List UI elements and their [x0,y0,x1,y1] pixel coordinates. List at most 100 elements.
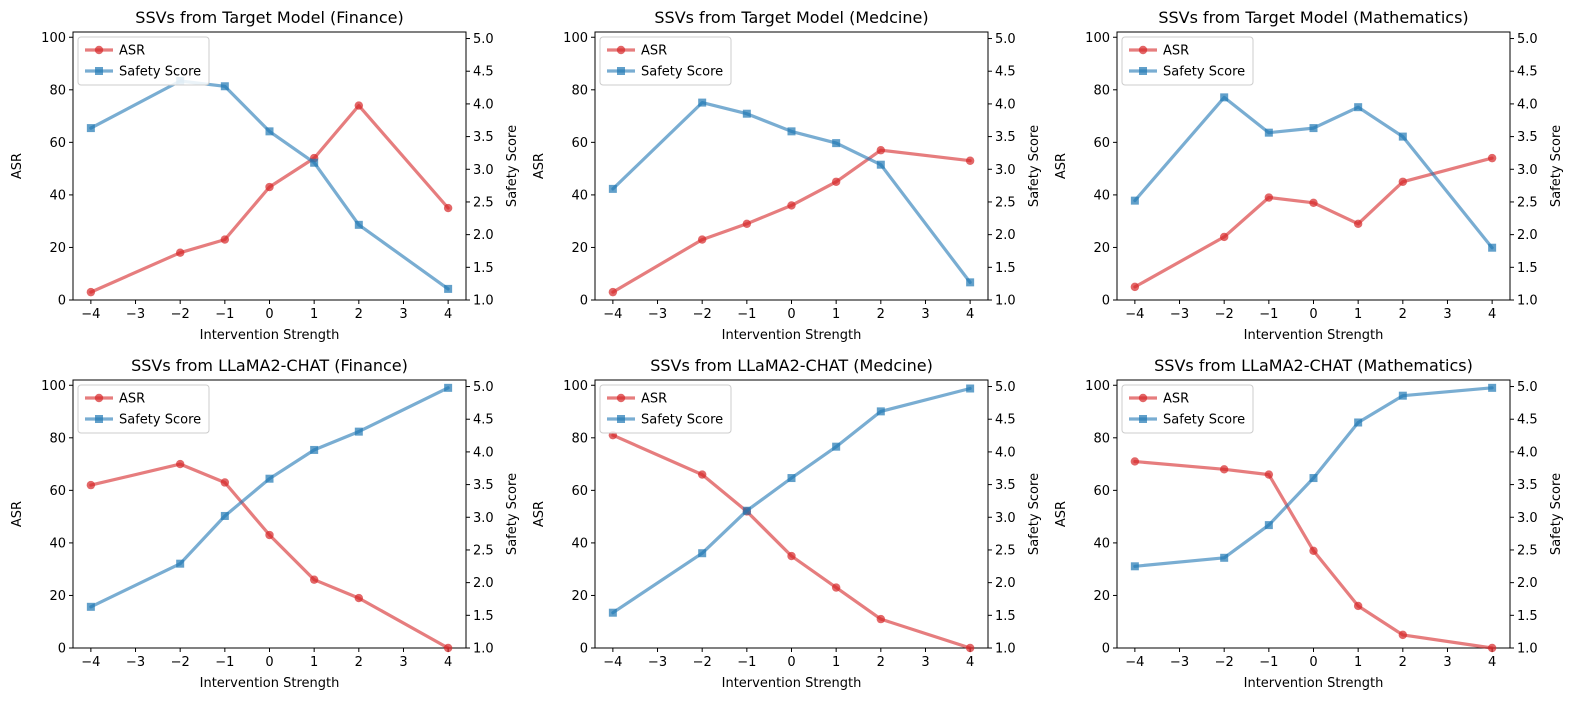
x-tick-label: −3 [126,655,145,670]
x-tick-label: −1 [737,655,756,670]
y-tick-label: 100 [1085,379,1110,394]
y-tick-label: 20 [1093,241,1110,256]
safety-score-point [354,220,363,229]
x-tick-label: 0 [265,655,273,670]
safety-score-point [742,506,751,515]
legend-marker-square [95,67,103,75]
legend: ASR Safety Score [599,36,732,86]
asr-point [1219,232,1229,242]
safety-score-point [966,278,975,287]
safety-score-point [354,427,363,436]
chart-title: SSVs from LLaMA2-CHAT (Finance) [131,356,408,375]
y2-tick-label: 3.5 [995,130,1016,145]
x-tick-label: 0 [787,655,795,670]
x-axis-label: Intervention Strength [1244,328,1384,343]
x-tick-label: 4 [444,655,452,670]
chart-panel-4: SSVs from LLaMA2-CHAT (Finance) −4 −3 −2 −1 0… [10,356,520,691]
x-axis-label: Intervention Strength [722,328,862,343]
x-tick-label: 2 [355,655,363,670]
y-tick-label: 0 [58,642,66,657]
y-tick-label: 20 [571,589,588,604]
asr-point [876,614,886,624]
x-tick-label: 4 [966,655,974,670]
x-axis-label: Intervention Strength [1244,676,1384,691]
y-tick-label: 20 [571,241,588,256]
asr-point [443,643,453,653]
y2-tick-label: 3.0 [995,163,1016,178]
y2-tick-label: 1.5 [1517,261,1538,276]
y2-tick-label: 4.5 [1517,413,1538,428]
y2-tick-label: 5.0 [1517,32,1538,47]
y2-tick-label: 2.5 [473,543,494,558]
asr-point [697,470,707,479]
y2-tick-label: 2.0 [473,228,494,243]
legend-marker-square [617,67,625,75]
y2-tick-label: 4.5 [995,65,1016,80]
y2-tick-label: 1.5 [1517,609,1538,624]
safety-score-point [1354,103,1363,112]
y2-tick-label: 2.0 [473,576,494,591]
y-tick-label: 40 [49,536,66,551]
asr-point [1353,219,1363,229]
safety-score-point [787,474,796,483]
y-tick-label: 0 [580,294,588,309]
x-tick-label: 1 [1354,307,1362,322]
y2-axis-label: Safety Score [1027,473,1042,555]
safety-score-point [444,284,453,293]
chart-panel-2: SSVs from Target Model (Medcine) −4 −3 −2 −1… [532,8,1042,343]
y2-tick-label: 2.0 [995,576,1016,591]
x-tick-label: 3 [399,655,407,670]
legend-marker-circle [1138,45,1148,55]
y2-tick-label: 3.5 [473,478,494,493]
asr-point [1264,193,1274,202]
asr-point [608,287,618,297]
x-tick-label: 2 [355,307,363,322]
y-axis-label: ASR [532,501,547,527]
y2-tick-label: 2.5 [473,195,494,210]
y-tick-label: 80 [571,83,588,98]
asr-point [86,287,96,297]
x-tick-label: 4 [444,307,452,322]
x-tick-label: 3 [1443,655,1451,670]
x-tick-label: 0 [265,307,273,322]
asr-point [742,219,752,229]
safety-score-point [742,109,751,118]
y2-tick-label: 3.0 [473,511,494,526]
y2-tick-label: 5.0 [1517,380,1538,395]
asr-line [89,462,450,650]
safety-score-point [1264,521,1273,530]
y2-tick-label: 4.0 [473,445,494,460]
asr-point [265,182,274,192]
asr-point [697,235,707,244]
asr-point [1130,282,1140,292]
x-tick-label: −4 [603,307,622,322]
asr-point [86,480,96,490]
safety-score-point [1488,243,1497,252]
y2-tick-label: 4.0 [1517,445,1538,460]
asr-point [354,593,364,603]
legend: ASR Safety Score [77,384,210,434]
x-tick-label: 1 [832,307,840,322]
y2-tick-label: 3.0 [1517,511,1538,526]
safety-score-point [220,511,229,520]
legend-marker-square [617,415,625,423]
x-tick-label: 0 [1309,655,1317,670]
legend-marker-circle [616,45,626,55]
asr-line [1133,156,1494,289]
asr-point [220,478,230,487]
x-tick-label: −2 [693,307,712,322]
legend-label: Safety Score [641,413,723,428]
x-tick-label: −4 [1125,307,1144,322]
x-tick-label: −4 [603,655,622,670]
y2-tick-label: 3.0 [473,163,494,178]
asr-line [611,148,972,294]
y2-tick-label: 2.0 [1517,228,1538,243]
y-tick-label: 40 [1093,536,1110,551]
y2-tick-label: 2.0 [995,228,1016,243]
y2-tick-label: 1.5 [995,609,1016,624]
asr-point [1130,457,1140,466]
y-tick-label: 40 [49,188,66,203]
safety-score-point [608,608,617,617]
asr-point [965,643,975,653]
safety-score-point [86,602,95,611]
